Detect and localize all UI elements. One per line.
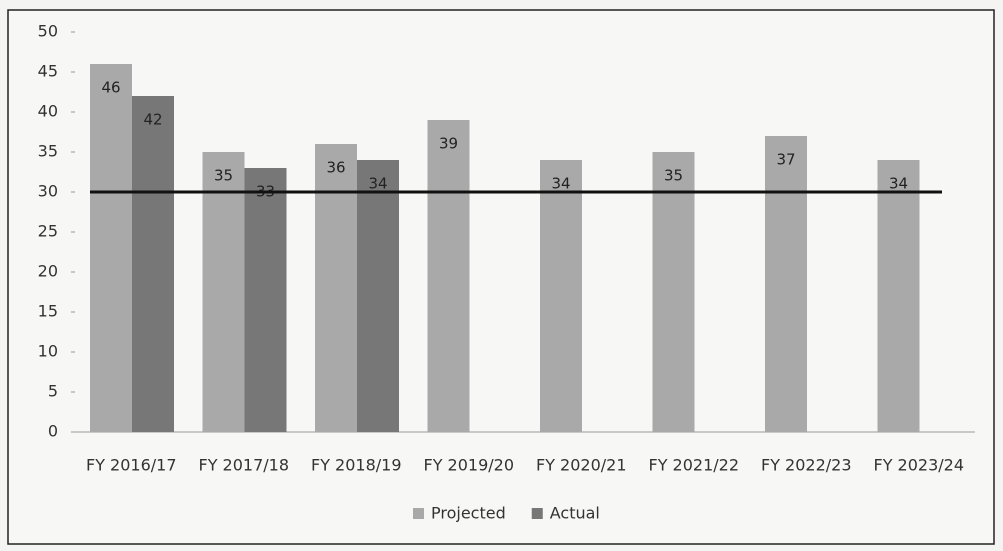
- bar: [427, 120, 470, 432]
- bar: [540, 160, 582, 432]
- x-tick-label: FY 2019/20: [423, 456, 514, 475]
- bar: [202, 152, 245, 432]
- bar: [244, 168, 287, 432]
- x-tick-label: FY 2022/23: [761, 456, 852, 475]
- data-label: 37: [776, 151, 795, 169]
- bar: [877, 160, 920, 432]
- y-tick-label: 20: [38, 262, 58, 281]
- x-tick-label: FY 2023/24: [873, 456, 964, 475]
- bar: [652, 152, 695, 432]
- x-tick-label: FY 2021/22: [648, 456, 739, 475]
- data-label: 34: [889, 175, 908, 193]
- bar: [90, 64, 132, 432]
- legend-label: Projected: [431, 504, 506, 523]
- x-tick-label: FY 2020/21: [536, 456, 627, 475]
- y-tick-label: 10: [38, 342, 58, 361]
- data-label: 34: [368, 175, 387, 193]
- data-label: 34: [551, 175, 570, 193]
- x-tick-label: FY 2016/17: [86, 456, 177, 475]
- y-tick-label: 45: [38, 62, 58, 81]
- data-label: 39: [439, 135, 458, 153]
- x-tick-label: FY 2017/18: [198, 456, 289, 475]
- y-tick-label: 5: [48, 382, 58, 401]
- bar: [357, 160, 399, 432]
- y-tick-label: 50: [38, 22, 58, 41]
- y-tick-label: 30: [38, 182, 58, 201]
- legend-label: Actual: [550, 504, 600, 523]
- y-tick-label: 40: [38, 102, 58, 121]
- y-tick-label: 15: [38, 302, 58, 321]
- data-label: 35: [214, 167, 233, 185]
- y-tick-label: 25: [38, 222, 58, 241]
- x-tick-label: FY 2018/19: [311, 456, 402, 475]
- y-tick-label: 0: [48, 422, 58, 441]
- bar: [132, 96, 174, 432]
- data-label: 35: [664, 167, 683, 185]
- data-label: 36: [326, 159, 345, 177]
- legend-swatch: [531, 508, 543, 519]
- data-label: 42: [143, 111, 162, 129]
- y-tick-label: 35: [38, 142, 58, 161]
- data-label: 46: [101, 79, 120, 97]
- legend-swatch: [413, 508, 424, 519]
- bar: [315, 144, 357, 432]
- bar: [765, 136, 807, 432]
